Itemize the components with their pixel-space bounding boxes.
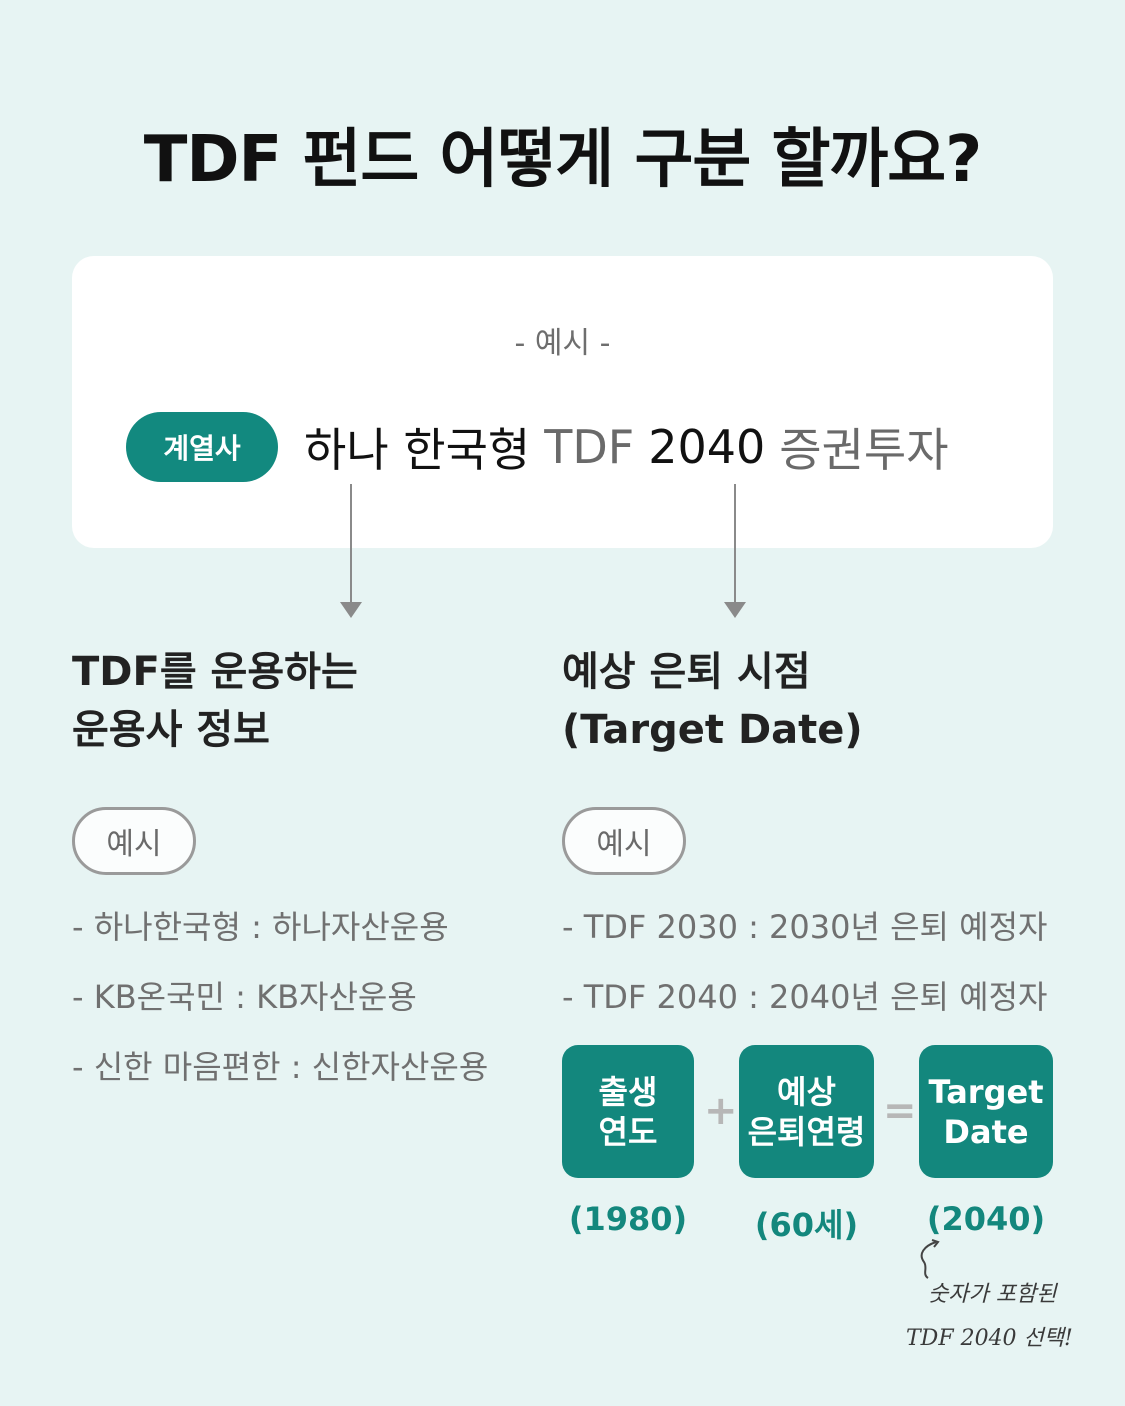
note-line1: 숫자가 포함된	[928, 1282, 1057, 1307]
right-heading-line2: (Target Date)	[562, 707, 863, 753]
retirement-age-line2: 은퇴연령	[747, 1112, 866, 1151]
right-example-badge: 예시	[562, 807, 686, 875]
target-date-line2: Date	[943, 1112, 1029, 1151]
note-line2: TDF 2040 선택!	[906, 1326, 1073, 1351]
plus-sign: +	[704, 1088, 738, 1134]
left-list-item: - 하나한국형 : 하나자산운용	[72, 908, 449, 946]
arrow-company	[340, 484, 362, 618]
card-subtitle: - 예시 -	[514, 326, 611, 361]
birth-year-value: (1980)	[568, 1200, 688, 1238]
affiliate-tag: 계열사	[126, 412, 278, 482]
example-card: - 예시 - 계열사 하나 한국형 TDF 2040 증권투자	[72, 256, 1053, 548]
birth-year-box: 출생 연도	[562, 1045, 694, 1178]
curved-arrow-icon	[920, 1239, 940, 1279]
fund-name: 하나 한국형 TDF 2040 증권투자	[299, 414, 949, 488]
right-list-item: - TDF 2040 : 2040년 은퇴 예정자	[562, 978, 1048, 1016]
left-list-item: - KB온국민 : KB자산운용	[72, 978, 417, 1016]
left-heading-line1: TDF를 운용하는	[72, 649, 358, 695]
equals-sign: =	[883, 1088, 917, 1134]
target-date-box: Target Date	[919, 1045, 1053, 1178]
retirement-age-box: 예상 은퇴연령	[739, 1045, 874, 1178]
fund-type-part: 증권투자	[779, 423, 949, 477]
arrow-year	[724, 484, 746, 618]
left-heading: TDF를 운용하는 운용사 정보	[72, 643, 358, 759]
page-title: TDF 펀드 어떻게 구분 할까요?	[143, 123, 983, 197]
fund-year-part: 2040	[644, 420, 770, 482]
right-heading-line1: 예상 은퇴 시점	[562, 649, 811, 695]
left-example-badge: 예시	[72, 807, 196, 875]
retirement-age-line1: 예상	[777, 1072, 836, 1111]
birth-year-line1: 출생	[598, 1072, 658, 1111]
right-list-item: - TDF 2030 : 2030년 은퇴 예정자	[562, 908, 1048, 946]
target-date-value: (2040)	[926, 1200, 1046, 1238]
birth-year-line2: 연도	[598, 1112, 658, 1151]
left-heading-line2: 운용사 정보	[72, 707, 270, 753]
left-list-item: - 신한 마음편한 : 신한자산운용	[72, 1048, 489, 1086]
target-date-line1: Target	[928, 1072, 1044, 1111]
retirement-age-value: (60세)	[754, 1206, 859, 1244]
fund-tdf-part: TDF	[544, 420, 635, 474]
right-heading: 예상 은퇴 시점 (Target Date)	[562, 643, 863, 759]
fund-company-part: 하나 한국형	[299, 414, 535, 488]
